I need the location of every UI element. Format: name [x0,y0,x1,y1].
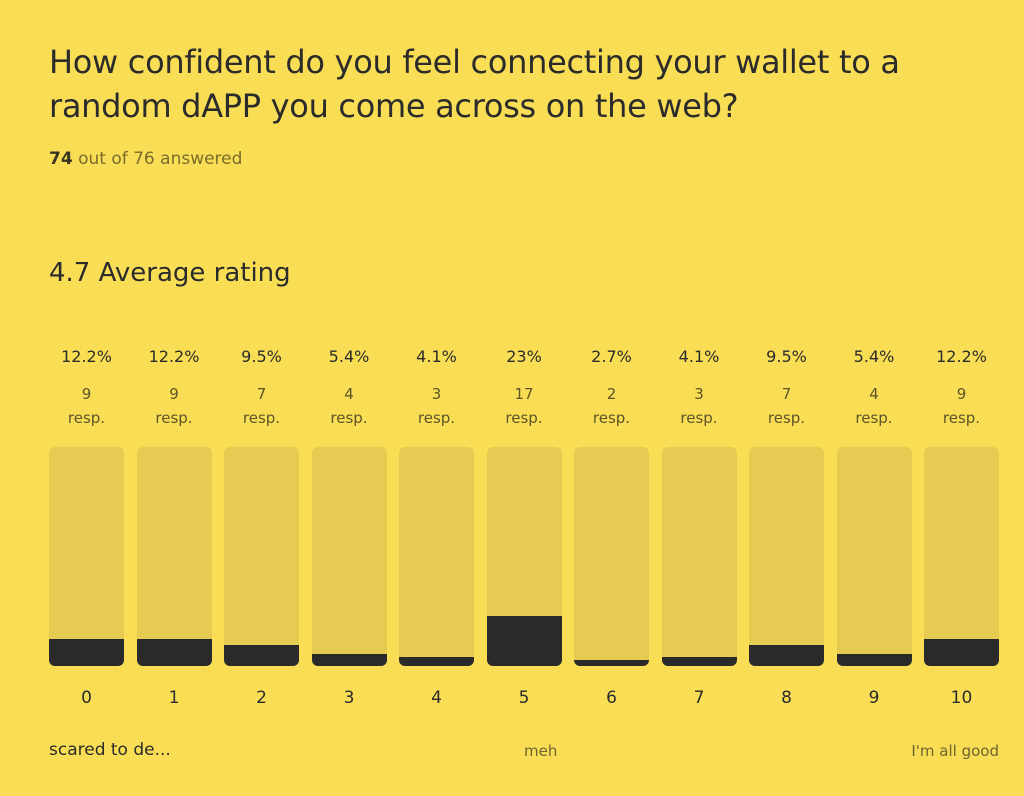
answered-number: 74 [49,149,73,169]
response-number: 9 [169,385,179,403]
response-count: 9 resp. [137,382,212,430]
response-number: 7 [256,385,267,403]
response-number: 9 [81,385,92,403]
response-number: 17 [514,385,534,403]
bar-track [486,447,562,666]
response-unit: resp. [505,409,543,427]
response-unit: resp. [242,409,281,427]
bar-track [749,447,824,666]
response-number: 2 [606,385,617,403]
percent-label: 5.4% [328,347,370,366]
response-unit: resp. [592,409,631,427]
response-number: 9 [956,385,967,403]
average-rating: 4.7 Average rating [49,258,291,288]
bar-fill-8 [749,645,824,666]
response-count: 4 resp. [312,382,387,430]
x-tick-label: 5 [518,688,530,708]
response-unit: resp. [155,409,193,427]
response-number: 4 [344,385,354,403]
bar-fill-3 [311,654,387,666]
response-number: 4 [869,385,879,403]
scale-label-low: scared to de... [49,740,171,760]
percent-label: 9.5% [241,347,282,366]
x-tick-label: 7 [693,688,705,708]
question-title: How confident do you feel connecting you… [49,43,900,125]
bar-fill-0 [49,639,124,666]
bar-track [924,447,999,666]
percent-label: 5.4% [853,347,895,366]
percent-label: 23% [506,347,542,366]
percent-label: 12.2% [936,347,987,366]
bar-fill-10 [924,639,999,666]
x-tick-label: 6 [606,688,617,708]
x-tick-label: 1 [168,688,180,708]
bar-fill-1 [136,639,212,666]
response-unit: resp. [942,409,981,427]
percent-label: 2.7% [591,347,632,366]
response-count: 3 resp. [399,382,474,430]
x-tick-label: 0 [81,688,92,708]
response-count: 7 resp. [749,382,824,430]
response-unit: resp. [67,409,106,427]
x-tick-label: 3 [343,688,355,708]
percent-label: 12.2% [61,347,112,366]
bar-track [136,447,212,666]
response-number: 7 [781,385,792,403]
bar-fill-9 [836,654,912,666]
response-unit: resp. [855,409,893,427]
response-count: 3 resp. [662,382,737,430]
x-tick-label: 8 [781,688,792,708]
response-count: 17 resp. [487,382,562,430]
percent-label: 4.1% [416,347,457,366]
bar-track [661,447,737,666]
response-number: 3 [694,385,704,403]
percent-label: 4.1% [678,347,720,366]
bar-fill-7 [661,657,737,666]
bar-track [311,447,387,666]
bar-track [836,447,912,666]
x-tick-label: 10 [950,688,973,708]
bar-track [574,447,649,666]
bar-track [49,447,124,666]
response-count: 7 resp. [224,382,299,430]
x-tick-label: 4 [431,688,442,708]
response-count: 9 resp. [924,382,999,430]
response-unit: resp. [680,409,718,427]
response-unit: resp. [330,409,368,427]
x-tick-label: 2 [256,688,267,708]
bar-fill-5 [486,615,562,666]
response-unit: resp. [417,409,456,427]
percent-label: 12.2% [148,347,200,366]
scale-label-high: I'm all good [911,742,999,760]
response-count: 9 resp. [49,382,124,430]
bar-track [224,447,299,666]
answered-count: 74 out of 76 answered [49,149,242,169]
response-count: 4 resp. [837,382,912,430]
bar-track [399,447,474,666]
bar-fill-2 [224,645,299,666]
response-unit: resp. [767,409,806,427]
bar-fill-6 [574,660,649,666]
percent-label: 9.5% [766,347,807,366]
response-count: 2 resp. [574,382,649,430]
response-number: 3 [431,385,442,403]
scale-label-mid: meh [524,742,558,760]
x-tick-label: 9 [868,688,880,708]
answered-suffix: out of 76 answered [78,149,243,169]
bar-fill-4 [399,657,474,666]
